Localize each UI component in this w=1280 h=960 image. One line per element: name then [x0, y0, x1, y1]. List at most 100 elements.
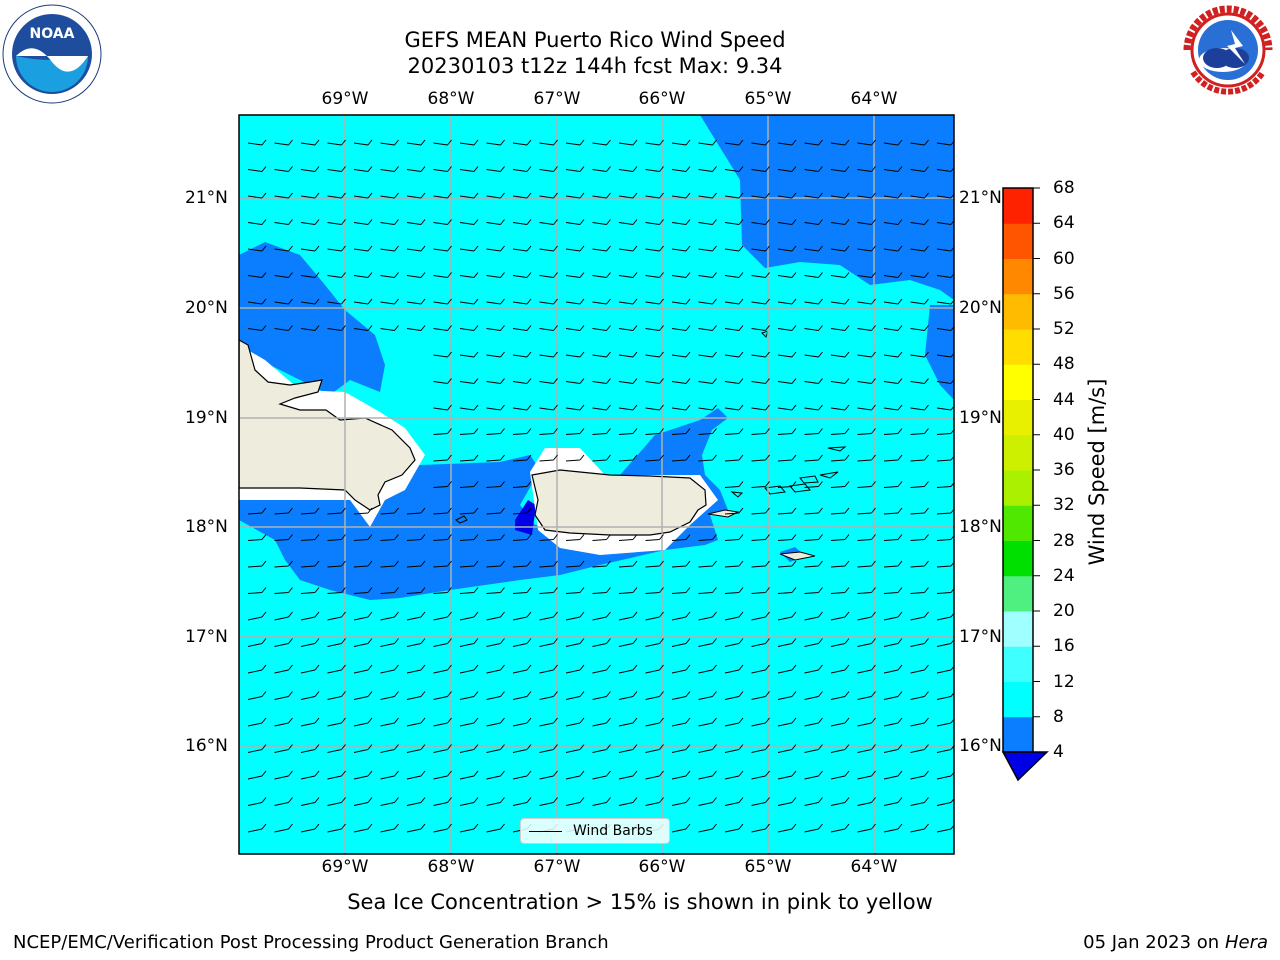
wind-barb	[353, 691, 373, 700]
wind-barb	[433, 507, 452, 515]
wind-barb	[353, 325, 373, 331]
lon-label-top: 65°W	[744, 89, 792, 109]
wind-barb	[751, 638, 770, 647]
wind-barb	[883, 351, 903, 358]
colorbar-segment	[1003, 540, 1033, 577]
wind-barb	[539, 454, 558, 462]
wind-barb	[910, 325, 929, 331]
wind-barb	[724, 428, 744, 435]
wind-barb	[936, 140, 954, 146]
land-caicos	[761, 330, 769, 338]
wind-barb	[777, 245, 797, 252]
wind-barb	[486, 325, 505, 331]
wind-barb	[671, 823, 691, 833]
wind-barb	[406, 534, 426, 541]
wind-barb	[645, 219, 664, 225]
wind-barb	[698, 139, 717, 146]
wind-barb	[459, 378, 479, 384]
wind-barb	[592, 378, 611, 384]
wind-barb	[539, 378, 558, 384]
wind-barb	[539, 717, 558, 727]
wind-barb	[830, 611, 850, 621]
wind-barb	[618, 404, 638, 411]
colorbar-tick-label: 56	[1053, 283, 1075, 304]
wind-barb	[486, 823, 505, 833]
wind-barb	[645, 166, 664, 172]
wind-barb	[247, 272, 267, 278]
wind-barb	[486, 560, 505, 568]
wind-barb	[353, 770, 373, 780]
colorbar-tick-label: 32	[1053, 495, 1075, 516]
wind-barb	[459, 664, 479, 674]
colorbar-segment	[1003, 611, 1033, 647]
wind-barb	[565, 166, 585, 172]
wind-barb	[883, 770, 903, 780]
wind-barb	[300, 717, 320, 727]
wind-barb	[274, 272, 293, 278]
wind-barb	[804, 298, 823, 305]
wind-barb	[433, 638, 452, 647]
wind-barb	[751, 219, 770, 225]
wind-barb	[751, 298, 770, 305]
wind-barb	[830, 638, 850, 647]
wind-barb	[300, 664, 320, 674]
colorbar-segment	[1003, 575, 1033, 612]
wind-barb	[247, 139, 267, 146]
wind-barb	[486, 507, 505, 515]
wind-barb	[406, 823, 426, 833]
wind-barb	[459, 587, 479, 594]
wind-barb	[751, 166, 770, 172]
wind-barb	[459, 611, 479, 621]
wind-barb	[486, 534, 505, 541]
wind-barb	[539, 166, 558, 172]
wind-barb	[830, 744, 850, 753]
wind-barb	[804, 587, 823, 594]
wind-barb	[353, 219, 373, 225]
wind-barb	[327, 560, 346, 568]
wind-barb	[353, 507, 373, 515]
wind-barb	[592, 219, 611, 225]
wind-barb	[910, 717, 929, 727]
wind-barb	[592, 454, 611, 462]
wind-barb	[565, 192, 585, 199]
wind-barb	[751, 454, 770, 462]
wind-barb	[618, 351, 638, 358]
colorbar-segment	[1003, 716, 1033, 753]
wind-barb	[486, 166, 505, 172]
land-vieques	[707, 509, 740, 518]
wind-barb	[698, 611, 717, 621]
wind-barb	[380, 664, 399, 674]
wind-barb	[618, 378, 638, 384]
wind-barb	[830, 507, 850, 515]
wind-barb	[459, 139, 479, 146]
colorbar-tick-label: 28	[1053, 530, 1075, 551]
wind-barb	[406, 272, 426, 278]
wind-barb	[883, 272, 903, 278]
wind-barb	[327, 139, 346, 146]
wind-barb	[406, 325, 426, 331]
wind-barb	[247, 298, 267, 305]
wind-barb	[857, 219, 876, 225]
wind-barb	[406, 560, 426, 568]
wind-barb	[751, 404, 770, 411]
wind-barb	[698, 428, 717, 435]
wind-barb	[247, 664, 267, 674]
wind-barb	[327, 272, 346, 278]
wind-barb	[804, 611, 823, 621]
wind-barb	[592, 166, 611, 172]
wind-barb	[751, 611, 770, 621]
wind-barb	[300, 691, 320, 700]
colorbar-tick-label: 52	[1053, 319, 1075, 339]
colorbar-tick-label: 48	[1053, 354, 1075, 375]
wind-barb	[592, 691, 611, 700]
wind-barb	[724, 192, 744, 199]
wind-barb	[883, 245, 903, 252]
wind-barb	[512, 587, 532, 594]
colorbar-label: Wind Speed [m/s]	[1085, 378, 1109, 566]
wind-barb	[698, 664, 717, 674]
wind-barb	[618, 770, 638, 780]
wind-barb	[910, 454, 929, 462]
wind-barb	[883, 481, 903, 488]
wind-barb	[671, 404, 691, 411]
colorbar-segment	[1003, 258, 1033, 295]
